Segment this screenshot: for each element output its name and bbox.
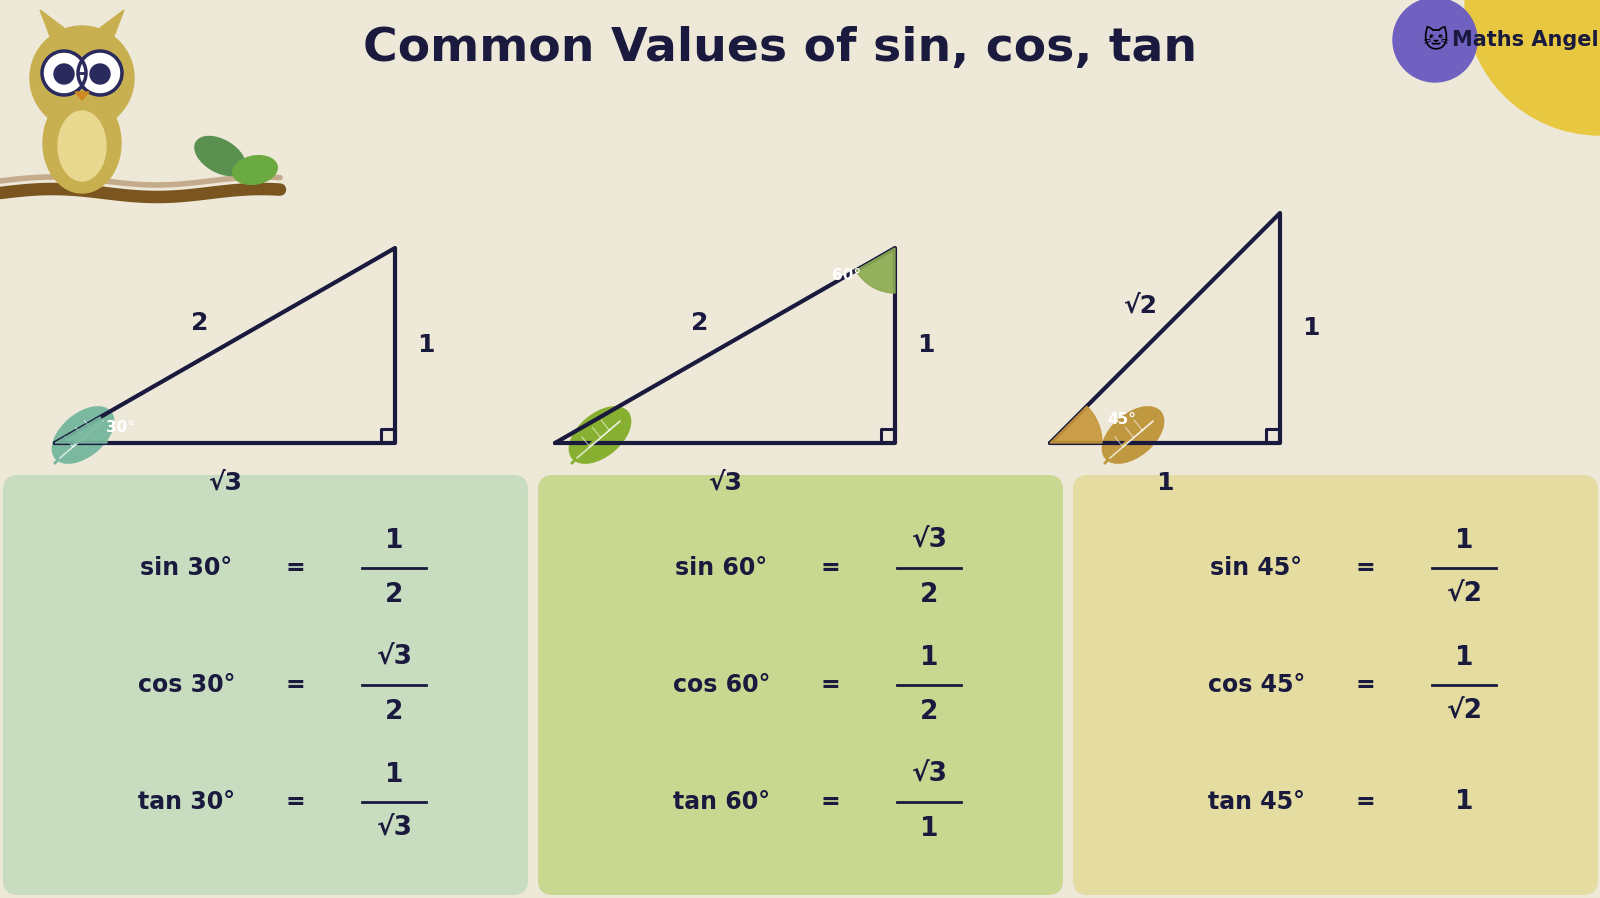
FancyBboxPatch shape	[538, 475, 1062, 895]
Text: 1: 1	[1454, 645, 1474, 671]
Text: =: =	[1355, 673, 1374, 697]
Text: √3: √3	[208, 471, 242, 495]
Text: 1: 1	[418, 333, 435, 357]
FancyBboxPatch shape	[1074, 475, 1598, 895]
Text: 1: 1	[1302, 316, 1320, 340]
Text: 1: 1	[1454, 789, 1474, 815]
Text: 2: 2	[386, 582, 403, 608]
Text: cos 30°: cos 30°	[138, 673, 235, 697]
Text: tan 30°: tan 30°	[138, 790, 235, 814]
Text: √2: √2	[1123, 294, 1157, 318]
Text: 30°: 30°	[106, 419, 134, 435]
Text: =: =	[285, 556, 306, 580]
Text: =: =	[1355, 790, 1374, 814]
Text: 1: 1	[917, 333, 934, 357]
Ellipse shape	[232, 155, 277, 184]
Text: 2: 2	[920, 699, 938, 725]
Circle shape	[1394, 0, 1477, 82]
Text: =: =	[285, 673, 306, 697]
Ellipse shape	[58, 111, 106, 181]
Text: =: =	[821, 673, 840, 697]
Text: √3: √3	[376, 816, 413, 842]
Text: sin 60°: sin 60°	[675, 556, 768, 580]
Text: sin 30°: sin 30°	[141, 556, 232, 580]
Text: 45°: 45°	[1107, 411, 1136, 427]
Text: 1: 1	[920, 645, 939, 671]
FancyBboxPatch shape	[3, 475, 528, 895]
Polygon shape	[40, 10, 64, 36]
Text: 1: 1	[1157, 471, 1174, 495]
Text: =: =	[1355, 556, 1374, 580]
Text: 1: 1	[920, 816, 939, 842]
Text: 1: 1	[386, 762, 403, 788]
Text: 2: 2	[386, 699, 403, 725]
Text: cos 60°: cos 60°	[672, 673, 770, 697]
Text: 2: 2	[691, 312, 709, 336]
Polygon shape	[99, 10, 125, 36]
Text: 60°: 60°	[832, 269, 861, 284]
Text: √2: √2	[1446, 582, 1482, 608]
Wedge shape	[54, 417, 107, 443]
Text: tan 60°: tan 60°	[672, 790, 770, 814]
Text: tan 45°: tan 45°	[1208, 790, 1306, 814]
Text: 2: 2	[920, 582, 938, 608]
Text: √3: √3	[912, 762, 947, 788]
Text: =: =	[821, 790, 840, 814]
Text: cos 45°: cos 45°	[1208, 673, 1306, 697]
Wedge shape	[856, 248, 894, 293]
Text: 🐱: 🐱	[1422, 28, 1448, 52]
Text: √2: √2	[1446, 699, 1482, 725]
Circle shape	[90, 64, 110, 84]
Text: Maths Angel: Maths Angel	[1451, 30, 1598, 50]
Ellipse shape	[43, 93, 122, 193]
Text: 2: 2	[192, 312, 208, 336]
Text: Common Values of sin, cos, tan: Common Values of sin, cos, tan	[363, 25, 1197, 71]
Text: √3: √3	[707, 471, 742, 495]
Text: =: =	[285, 790, 306, 814]
Ellipse shape	[570, 407, 630, 463]
Text: √3: √3	[912, 528, 947, 554]
Circle shape	[80, 53, 120, 93]
Text: 1: 1	[1454, 528, 1474, 554]
Ellipse shape	[53, 407, 114, 463]
Circle shape	[1466, 0, 1600, 135]
Text: 1: 1	[386, 528, 403, 554]
Ellipse shape	[1102, 407, 1163, 463]
Circle shape	[30, 26, 134, 130]
Wedge shape	[1050, 406, 1102, 443]
Text: =: =	[821, 556, 840, 580]
Circle shape	[43, 53, 83, 93]
Ellipse shape	[195, 136, 245, 175]
Circle shape	[54, 64, 74, 84]
Text: √3: √3	[376, 645, 413, 671]
Polygon shape	[75, 92, 90, 100]
Text: sin 45°: sin 45°	[1210, 556, 1302, 580]
